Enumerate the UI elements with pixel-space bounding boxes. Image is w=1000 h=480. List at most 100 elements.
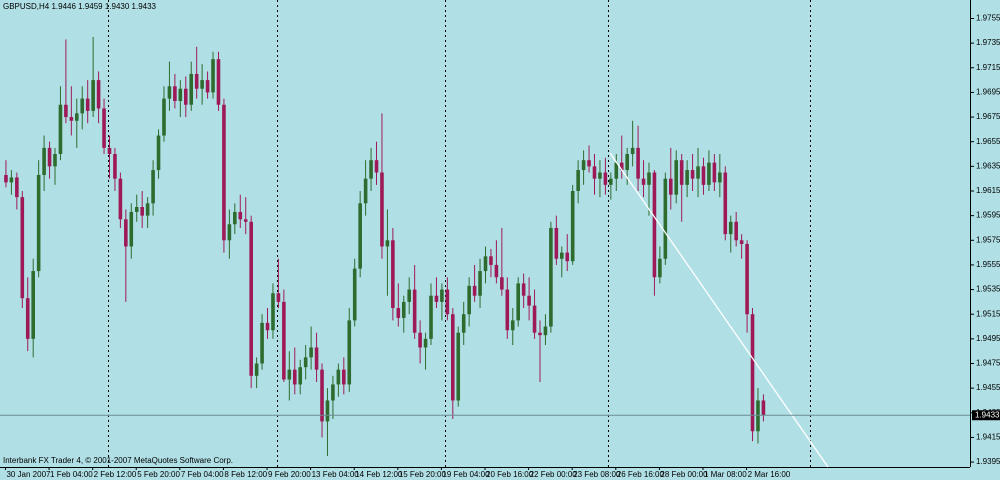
candle-body: [429, 295, 433, 339]
candle-body: [265, 322, 270, 331]
candle-body: [53, 154, 57, 167]
candle-body: [734, 221, 738, 241]
candle-body: [641, 178, 646, 185]
candles: [4, 36, 766, 456]
y-tick-label: 1.9755: [976, 14, 1000, 23]
candle-body: [636, 147, 640, 179]
candle-body: [91, 80, 95, 111]
candle-body: [243, 219, 248, 222]
candle-body: [707, 162, 711, 185]
candle-body: [478, 271, 482, 296]
x-tick-label: 7 Feb 04:00: [181, 470, 224, 479]
candle-body: [396, 308, 401, 318]
y-tick-label: 1.9495: [976, 334, 1000, 343]
candle-body: [31, 271, 35, 339]
candle-body: [25, 298, 30, 339]
y-tick-label: 1.9575: [976, 235, 1000, 244]
candle-body: [227, 224, 232, 241]
y-tick-label: 1.9515: [976, 309, 1000, 318]
candle-body: [20, 197, 25, 299]
candle-body: [728, 221, 733, 235]
candle-body: [434, 295, 439, 302]
candle-body: [358, 203, 362, 269]
candle-body: [549, 227, 553, 327]
candle-body: [233, 211, 237, 225]
y-tick-label: 1.9455: [976, 383, 1000, 392]
candle-body: [173, 86, 177, 102]
candle-body: [696, 166, 700, 179]
candle-body: [391, 240, 395, 309]
candle-body: [80, 98, 85, 114]
candle-body: [559, 252, 564, 259]
candle-body: [156, 135, 161, 171]
y-tick-label: 1.9555: [976, 260, 1000, 269]
candle-body: [761, 400, 766, 416]
candle-body: [674, 160, 679, 195]
candle-body: [331, 384, 335, 401]
candle-body: [521, 283, 526, 296]
candle-body: [565, 252, 570, 262]
candle-body: [527, 295, 531, 306]
candle-body: [194, 73, 199, 89]
x-tick-label: 1 Feb 04:00: [50, 470, 93, 479]
time-axis-area: [0, 467, 970, 480]
candle-body: [298, 367, 303, 385]
candle-body: [440, 289, 444, 302]
x-tick-label: 22 Feb 00:00: [530, 470, 578, 479]
candle-body: [74, 113, 79, 121]
candle-body: [745, 243, 749, 315]
candle-body: [445, 289, 450, 315]
x-tick-label: 2 Feb 12:00: [94, 470, 137, 479]
footer: Interbank FX Trader 4, © 2001-2007 MetaQ…: [3, 456, 233, 465]
candle-body: [4, 174, 8, 183]
candle-body: [42, 147, 46, 175]
candle-body: [472, 285, 477, 296]
candle-body: [701, 166, 706, 185]
candle-body: [145, 203, 150, 216]
candle-body: [739, 240, 744, 244]
y-tick-label: 1.9715: [976, 63, 1000, 72]
x-tick-label: 30 Jan 2007: [6, 470, 51, 479]
y-tick-label: 1.9735: [976, 38, 1000, 47]
candle-body: [483, 256, 488, 272]
candle-body: [489, 256, 493, 265]
candle-body: [494, 264, 499, 278]
candle-body: [401, 301, 406, 318]
candle-body: [211, 59, 215, 93]
candle-body: [668, 178, 673, 195]
candle-body: [47, 147, 52, 167]
candle-body: [718, 172, 722, 183]
candle-body: [238, 211, 243, 220]
y-tick-label: 1.9615: [976, 186, 1000, 195]
candle-body: [102, 108, 106, 148]
candle-body: [58, 104, 63, 155]
candle-body: [347, 320, 352, 385]
candle-body: [619, 162, 624, 171]
candle-body: [750, 314, 755, 432]
candle-body: [205, 80, 210, 93]
candle-body: [647, 172, 651, 185]
candle-body: [309, 347, 313, 358]
candle-body: [64, 104, 68, 118]
candle-body: [576, 170, 580, 191]
candle-body: [592, 166, 597, 179]
candle-body: [200, 80, 204, 89]
candle-body: [374, 160, 379, 173]
candle-body: [625, 154, 629, 171]
candle-body: [96, 80, 101, 109]
candle-body: [712, 162, 717, 183]
candle-body: [538, 332, 542, 336]
x-tick-label: 20 Feb 16:00: [486, 470, 534, 479]
candle-body: [609, 178, 613, 185]
candle-body: [336, 369, 341, 385]
candle-body: [249, 221, 253, 376]
candle-body: [124, 219, 128, 247]
y-tick-label: 1.9655: [976, 137, 1000, 146]
candle-body: [756, 400, 760, 432]
candle-body: [140, 207, 144, 216]
candle-body: [320, 369, 324, 422]
candle-body: [385, 240, 390, 247]
candle-body: [614, 162, 619, 179]
x-tick-label: 1 Mar 08:00: [704, 470, 747, 479]
candle-body: [260, 322, 264, 364]
